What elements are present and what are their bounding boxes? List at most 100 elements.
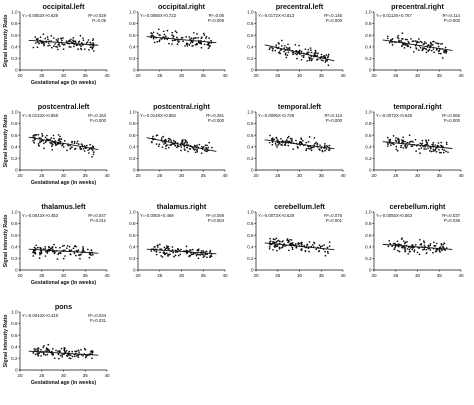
x-tick-label: 40 [458, 73, 464, 78]
data-point [202, 32, 205, 35]
data-point [83, 150, 86, 152]
data-point [444, 46, 447, 49]
data-point [169, 144, 172, 146]
data-point [158, 143, 161, 146]
data-point [175, 251, 177, 253]
y-axis-label: Signal Intensity Ratio [3, 15, 9, 68]
data-point [69, 354, 72, 357]
data-point [419, 46, 422, 49]
data-point [323, 143, 326, 145]
x-tick-label: 40 [104, 73, 110, 78]
y-tick-label: 0 [133, 168, 136, 173]
x-tick-label: 35 [319, 273, 325, 278]
y-tick-label: 1.0 [247, 110, 254, 115]
data-point [401, 37, 403, 40]
scatter-panel-thalamus-left: thalamus.left 0 0.2 0.4 0.6 0.8 1.0 20 25 30 35 40 S… [3, 202, 110, 286]
data-point [441, 57, 444, 59]
data-point [209, 250, 212, 253]
x-axis-label: Gestational age (in weeks) [31, 180, 96, 186]
data-point [425, 248, 428, 251]
regression-line [28, 39, 99, 46]
data-point [319, 57, 322, 60]
data-point [427, 43, 430, 46]
data-point [74, 40, 76, 43]
data-point [62, 37, 64, 39]
data-point [328, 245, 331, 247]
data-point [310, 149, 313, 152]
regression-line [146, 36, 217, 44]
data-point [419, 142, 422, 145]
data-point [160, 255, 163, 257]
data-point [280, 137, 282, 140]
y-tick-label: 0 [133, 68, 136, 73]
data-point [48, 350, 51, 353]
data-point [66, 41, 68, 43]
data-point [291, 138, 293, 140]
data-point [81, 42, 83, 44]
data-point [205, 37, 207, 39]
data-point [89, 143, 91, 146]
y-tick-label: 0.4 [11, 144, 18, 149]
data-point [60, 37, 62, 40]
r-squared-label: R²=0.047 [88, 213, 106, 218]
y-tick-label: 1.0 [247, 10, 254, 15]
data-point [311, 58, 314, 60]
data-point [91, 350, 94, 353]
data-point [173, 39, 176, 42]
data-point [58, 45, 61, 48]
data-point [70, 249, 73, 251]
data-point [153, 41, 156, 44]
regression-equation: Y=-0.0066X+0.722 [140, 13, 177, 18]
y-tick-label: 0.4 [11, 44, 18, 49]
y-tick-label: 0.2 [11, 56, 18, 61]
data-point [430, 150, 433, 153]
data-point [36, 349, 39, 352]
data-point [420, 147, 423, 149]
y-tick-label: 0.6 [247, 33, 254, 38]
x-tick-label: 35 [201, 173, 207, 178]
data-point [397, 249, 399, 252]
data-point [171, 249, 174, 251]
data-point [203, 34, 206, 36]
data-point [403, 47, 406, 49]
data-point [172, 35, 175, 38]
data-point [297, 243, 300, 245]
y-tick-label: 0 [15, 368, 18, 373]
x-tick-label: 20 [135, 273, 141, 278]
data-point [59, 350, 61, 353]
data-point [179, 253, 182, 256]
data-point [411, 145, 414, 147]
data-point [44, 248, 46, 250]
data-point [194, 37, 196, 39]
scatter-panel-temporal-right: temporal.right 0 0.2 0.4 0.6 0.8 1.0 20 25 30 35 40… [365, 102, 464, 178]
data-point [438, 50, 440, 53]
data-point [65, 349, 68, 352]
y-tick-label: 0.6 [11, 33, 18, 38]
x-tick-label: 20 [17, 373, 23, 378]
data-point [421, 47, 424, 49]
data-point [64, 350, 66, 353]
data-point [68, 245, 71, 248]
data-point [175, 31, 178, 34]
data-point [186, 43, 189, 45]
data-point [156, 134, 159, 137]
data-point [150, 250, 153, 252]
data-point [205, 250, 208, 253]
data-point [272, 240, 274, 243]
data-point [269, 47, 271, 49]
x-tick-label: 25 [39, 73, 45, 78]
data-point [171, 39, 174, 42]
data-point [272, 238, 275, 240]
data-point [196, 148, 198, 151]
data-point [412, 40, 415, 43]
data-point [172, 251, 175, 254]
data-point [326, 250, 329, 253]
data-point [289, 238, 291, 241]
data-point [200, 37, 203, 40]
data-point [395, 140, 398, 143]
data-point [309, 49, 312, 52]
data-point [152, 135, 154, 138]
data-point [59, 251, 62, 254]
data-point [58, 252, 60, 254]
data-point [67, 144, 69, 147]
